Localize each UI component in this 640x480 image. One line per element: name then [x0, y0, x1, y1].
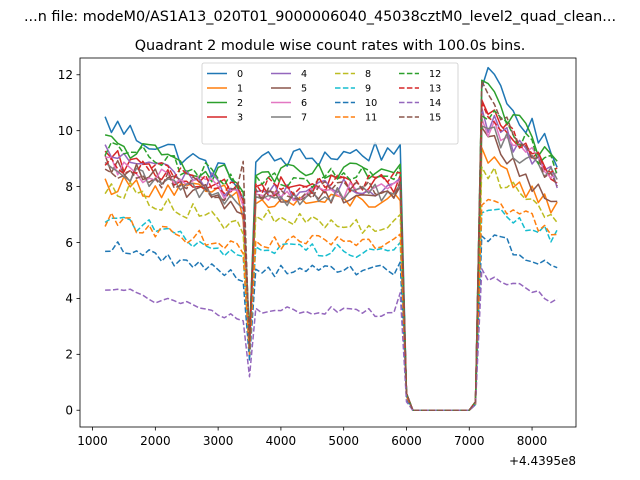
- x-offset-label: +4.4395e8: [509, 454, 576, 468]
- x-tick-label: 1000: [77, 434, 108, 448]
- legend-label-4: 4: [301, 69, 307, 80]
- legend-label-3: 3: [237, 113, 243, 124]
- y-tick-label: 10: [58, 124, 73, 138]
- y-tick-label: 0: [65, 404, 73, 418]
- legend-label-12: 12: [429, 69, 441, 80]
- plot-area: [104, 66, 558, 411]
- x-tick-label: 8000: [517, 434, 548, 448]
- legend-box: [201, 62, 459, 145]
- y-tick-label: 8: [65, 180, 73, 194]
- legend-label-15: 15: [429, 113, 441, 124]
- y-tick-label: 12: [58, 68, 73, 82]
- legend-label-10: 10: [365, 98, 377, 109]
- y-tick-label: 2: [65, 348, 73, 362]
- chart-title: Quadrant 2 module wise count rates with …: [135, 38, 526, 54]
- figure-suptitle: ...n file: modeM0/AS1A13_020T01_90000060…: [24, 9, 616, 25]
- x-tick-label: 7000: [454, 434, 485, 448]
- legend-label-1: 1: [237, 84, 243, 95]
- x-tick-label: 4000: [266, 434, 297, 448]
- series-line-4: [104, 107, 558, 411]
- series-line-8: [104, 166, 558, 411]
- series-line-1: [104, 147, 558, 411]
- legend-label-14: 14: [429, 98, 441, 109]
- x-tick-label: 2000: [140, 434, 171, 448]
- legend-label-5: 5: [301, 84, 307, 95]
- series-line-14: [105, 268, 558, 411]
- y-tick-label: 6: [65, 236, 73, 250]
- x-tick-label: 3000: [203, 434, 234, 448]
- series-line-13: [104, 101, 558, 411]
- legend-label-11: 11: [365, 113, 377, 124]
- x-tick-label: 6000: [391, 434, 422, 448]
- legend-label-13: 13: [429, 84, 441, 95]
- legend-label-8: 8: [365, 69, 371, 80]
- series-line-11: [104, 198, 558, 411]
- series-line-10: [105, 234, 558, 411]
- series-line-3: [104, 99, 558, 411]
- x-tick-label: 5000: [328, 434, 359, 448]
- series-line-12: [104, 109, 558, 411]
- series-line-15: [104, 80, 558, 411]
- legend-label-0: 0: [237, 69, 243, 80]
- y-tick-label: 4: [65, 292, 73, 306]
- axes: 1000 2000 3000 4000 5000 6000 7000 800002468101…: [58, 57, 577, 448]
- legend-label-2: 2: [237, 98, 243, 109]
- legend-label-9: 9: [365, 84, 371, 95]
- legend-label-7: 7: [301, 113, 307, 124]
- legend-label-6: 6: [301, 98, 307, 109]
